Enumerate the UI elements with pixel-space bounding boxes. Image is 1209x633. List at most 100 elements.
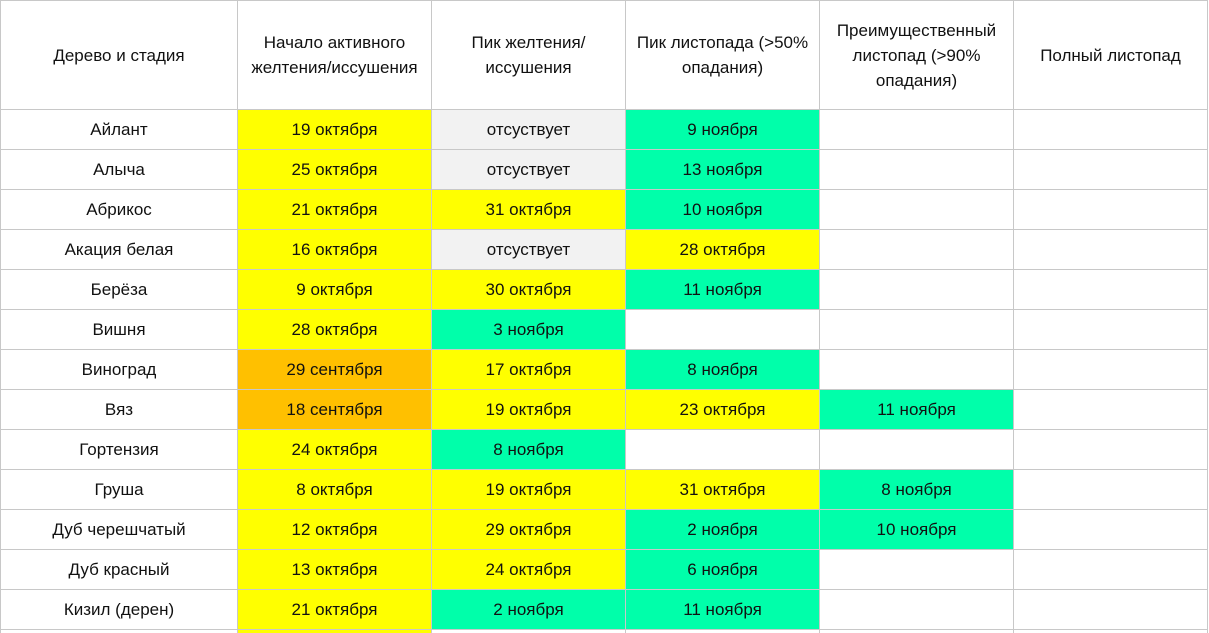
cell-peak-leaf-fall[interactable]: 28 октября [625,229,820,270]
cell-tree-name[interactable]: Дуб черешчатый [0,509,238,550]
cell-tree-name[interactable]: Дуб красный [0,549,238,590]
cell-predominant-leaf-fall[interactable] [819,589,1014,630]
cell-peak-yellowing[interactable]: 29 октября [431,509,626,550]
cell-onset-yellowing[interactable]: 13 октября [237,549,432,590]
header-row: Дерево и стадия Начало активного желтени… [0,0,1208,110]
cell-peak-yellowing[interactable]: 31 октября [431,189,626,230]
table-header: Дерево и стадия Начало активного желтени… [0,0,1208,110]
cell-full-leaf-fall[interactable] [1013,109,1208,150]
cell-peak-yellowing[interactable]: отсуствует [431,149,626,190]
cell-predominant-leaf-fall[interactable] [819,549,1014,590]
cell-peak-yellowing[interactable]: 3 ноября [431,309,626,350]
cell-peak-yellowing[interactable]: 2 ноября [431,589,626,630]
cell-peak-yellowing[interactable]: 17 октября [431,349,626,390]
cell-peak-leaf-fall[interactable]: 11 ноября [625,589,820,630]
cell-tree-name[interactable]: Виноград [0,349,238,390]
header-onset-yellowing[interactable]: Начало активного желтения/иссушения [237,0,432,110]
header-predominant-leaf-fall[interactable]: Преимущественный листопад (>90% опадания… [819,0,1014,110]
cell-predominant-leaf-fall[interactable] [819,229,1014,270]
cell-onset-yellowing[interactable]: 29 сентября [237,349,432,390]
cell-tree-name[interactable]: Груша [0,469,238,510]
table-row: Виноград 29 сентября 17 октября 8 ноября [0,349,1208,390]
cell-peak-leaf-fall[interactable]: 11 ноября [625,269,820,310]
cell-predominant-leaf-fall[interactable]: 11 ноября [819,389,1014,430]
table-row: Айлант 19 октября отсуствует 9 ноября [0,109,1208,150]
cell-full-leaf-fall[interactable] [1013,589,1208,630]
cell-tree-name[interactable]: Айлант [0,109,238,150]
cell-partial[interactable] [237,629,432,633]
cell-onset-yellowing[interactable]: 8 октября [237,469,432,510]
header-tree-stage[interactable]: Дерево и стадия [0,0,238,110]
table-row: Кизил (дерен) 21 октября 2 ноября 11 ноября [0,589,1208,630]
header-peak-leaf-fall[interactable]: Пик листопада (>50% опадания) [625,0,820,110]
cell-peak-leaf-fall[interactable] [625,309,820,350]
cell-full-leaf-fall[interactable] [1013,429,1208,470]
cell-peak-leaf-fall[interactable]: 9 ноября [625,109,820,150]
cell-peak-yellowing[interactable]: 8 ноября [431,429,626,470]
cell-full-leaf-fall[interactable] [1013,469,1208,510]
cell-peak-yellowing[interactable]: 19 октября [431,469,626,510]
cell-peak-yellowing[interactable]: 24 октября [431,549,626,590]
cell-full-leaf-fall[interactable] [1013,149,1208,190]
table-body: Айлант 19 октября отсуствует 9 ноября Алыча 2… [0,109,1208,633]
cell-partial[interactable] [1013,629,1208,633]
cell-peak-leaf-fall[interactable]: 23 октября [625,389,820,430]
cell-onset-yellowing[interactable]: 21 октября [237,189,432,230]
cell-full-leaf-fall[interactable] [1013,189,1208,230]
cell-tree-name[interactable]: Гортензия [0,429,238,470]
cell-predominant-leaf-fall[interactable] [819,309,1014,350]
cell-predominant-leaf-fall[interactable]: 8 ноября [819,469,1014,510]
cell-onset-yellowing[interactable]: 9 октября [237,269,432,310]
cell-predominant-leaf-fall[interactable] [819,109,1014,150]
cell-tree-name[interactable]: Кизил (дерен) [0,589,238,630]
cell-predominant-leaf-fall[interactable] [819,429,1014,470]
cell-onset-yellowing[interactable]: 18 сентября [237,389,432,430]
cell-predominant-leaf-fall[interactable] [819,149,1014,190]
table-row: Алыча 25 октября отсуствует 13 ноября [0,149,1208,190]
cell-onset-yellowing[interactable]: 12 октября [237,509,432,550]
cell-peak-leaf-fall[interactable]: 2 ноября [625,509,820,550]
table-row: Вяз 18 сентября 19 октября 23 октября 11 ноя… [0,389,1208,430]
cell-onset-yellowing[interactable]: 25 октября [237,149,432,190]
cell-predominant-leaf-fall[interactable] [819,349,1014,390]
cell-predominant-leaf-fall[interactable] [819,189,1014,230]
cell-onset-yellowing[interactable]: 21 октября [237,589,432,630]
cell-predominant-leaf-fall[interactable] [819,269,1014,310]
header-full-leaf-fall[interactable]: Полный листопад [1013,0,1208,110]
cell-tree-name[interactable]: Вишня [0,309,238,350]
table-row: Дуб красный 13 октября 24 октября 6 ноября [0,549,1208,590]
cell-peak-yellowing[interactable]: 30 октября [431,269,626,310]
cell-tree-name[interactable]: Алыча [0,149,238,190]
cell-tree-name[interactable]: Вяз [0,389,238,430]
header-peak-yellowing[interactable]: Пик желтения/иссушения [431,0,626,110]
cell-full-leaf-fall[interactable] [1013,389,1208,430]
cell-partial[interactable] [0,629,238,633]
cell-onset-yellowing[interactable]: 16 октября [237,229,432,270]
cell-partial[interactable] [431,629,626,633]
cell-predominant-leaf-fall[interactable]: 10 ноября [819,509,1014,550]
cell-onset-yellowing[interactable]: 28 октября [237,309,432,350]
cell-peak-leaf-fall[interactable]: 10 ноября [625,189,820,230]
table-row-partial [0,629,1208,633]
cell-peak-leaf-fall[interactable]: 13 ноября [625,149,820,190]
cell-peak-yellowing[interactable]: отсуствует [431,229,626,270]
cell-peak-leaf-fall[interactable]: 8 ноября [625,349,820,390]
cell-peak-yellowing[interactable]: отсуствует [431,109,626,150]
cell-tree-name[interactable]: Абрикос [0,189,238,230]
cell-onset-yellowing[interactable]: 24 октября [237,429,432,470]
cell-peak-leaf-fall[interactable]: 31 октября [625,469,820,510]
cell-full-leaf-fall[interactable] [1013,349,1208,390]
cell-full-leaf-fall[interactable] [1013,229,1208,270]
cell-peak-leaf-fall[interactable]: 6 ноября [625,549,820,590]
cell-tree-name[interactable]: Берёза [0,269,238,310]
cell-partial[interactable] [625,629,820,633]
cell-peak-yellowing[interactable]: 19 октября [431,389,626,430]
cell-full-leaf-fall[interactable] [1013,269,1208,310]
cell-full-leaf-fall[interactable] [1013,309,1208,350]
cell-tree-name[interactable]: Акация белая [0,229,238,270]
cell-peak-leaf-fall[interactable] [625,429,820,470]
cell-full-leaf-fall[interactable] [1013,509,1208,550]
cell-full-leaf-fall[interactable] [1013,549,1208,590]
cell-partial[interactable] [819,629,1014,633]
cell-onset-yellowing[interactable]: 19 октября [237,109,432,150]
